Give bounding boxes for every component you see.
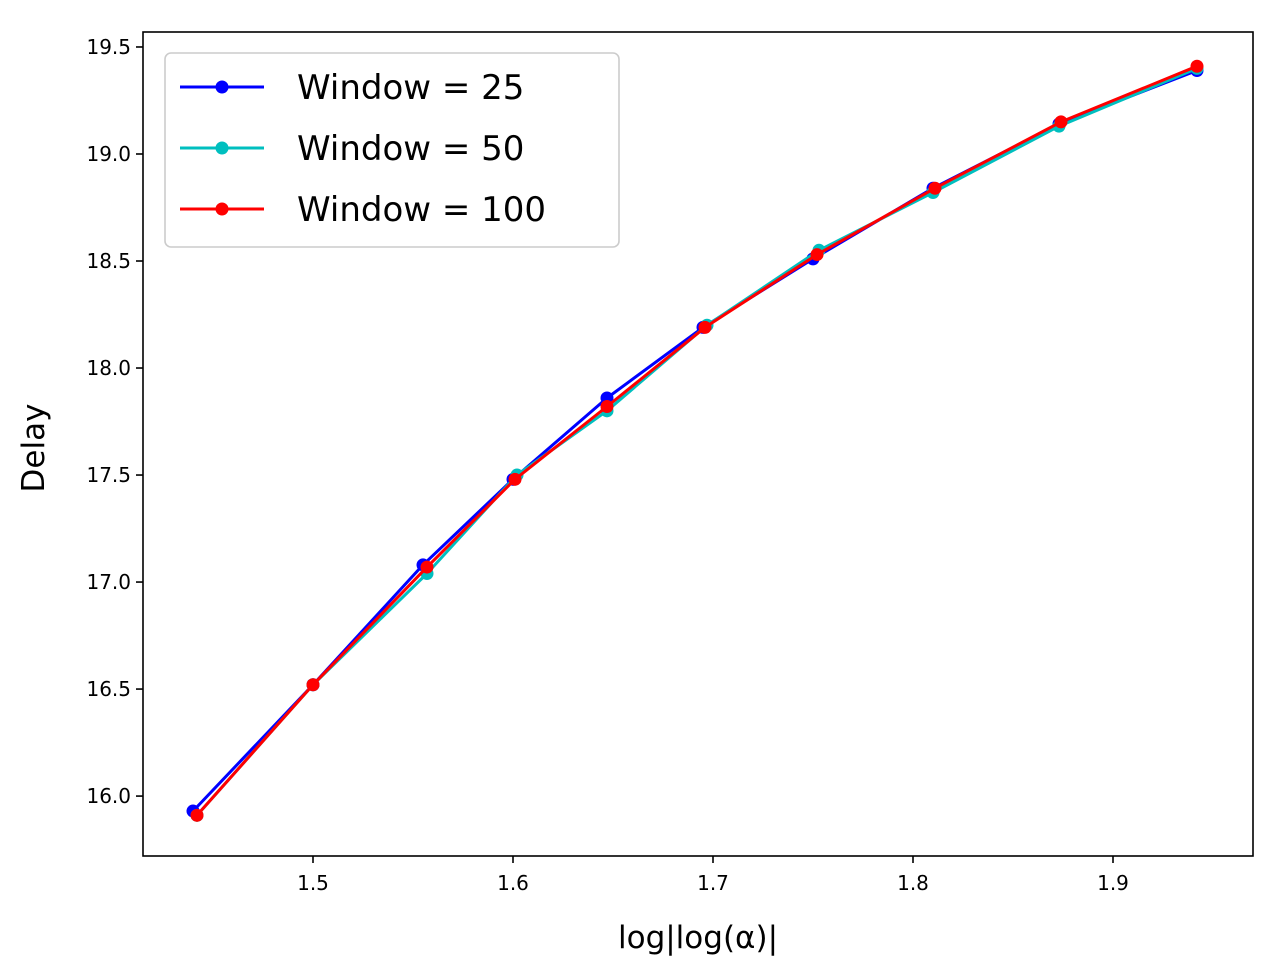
- series-3: [190, 59, 1204, 822]
- x-tick-label: 1.7: [697, 871, 729, 895]
- legend-entry: Window = 50: [180, 129, 524, 169]
- data-point: [1054, 115, 1068, 129]
- legend: Window = 25 Window = 50 Window = 100: [164, 52, 620, 248]
- legend-box: [164, 52, 620, 248]
- x-tick-label: 1.9: [1097, 871, 1129, 895]
- series-line: [195, 64, 1198, 817]
- y-axis-label: Delay: [16, 404, 52, 493]
- y-tick-label: 17.5: [86, 463, 131, 487]
- x-tick-label: 1.8: [897, 871, 929, 895]
- data-point: [420, 560, 434, 574]
- data-point: [508, 472, 522, 486]
- y-tick-label: 18.0: [86, 356, 131, 380]
- plot-layer: [186, 59, 1204, 822]
- legend-label: Window = 50: [297, 129, 524, 169]
- y-tick-label: 17.0: [86, 570, 131, 594]
- legend-label: Window = 25: [297, 68, 524, 108]
- x-axis-label: log|log(α)|: [618, 920, 778, 956]
- data-point: [600, 400, 614, 414]
- legend-entry: Window = 100: [180, 190, 546, 230]
- legend-marker: [215, 141, 229, 155]
- y-tick-label: 16.0: [86, 784, 131, 808]
- data-point: [190, 808, 204, 822]
- data-point: [810, 248, 824, 262]
- y-tick-label: 19.5: [86, 35, 131, 59]
- y-tick-label: 19.0: [86, 142, 131, 166]
- data-point: [928, 181, 942, 195]
- x-tick-label: 1.6: [497, 871, 529, 895]
- ticks-layer: 1.5 1.6 1.7 1.8 1.9 16.0 16.5 17.0 17.5 18.0 18.5 1…: [86, 35, 1128, 895]
- legend-entry: Window = 25: [180, 68, 524, 108]
- x-tick-label: 1.5: [297, 871, 329, 895]
- plot-frame: [142, 31, 1254, 857]
- legend-marker: [215, 202, 229, 216]
- legend-label: Window = 100: [297, 190, 546, 230]
- y-tick-label: 18.5: [86, 249, 131, 273]
- data-point: [306, 678, 320, 692]
- legend-marker: [215, 80, 229, 94]
- data-point: [1190, 59, 1204, 73]
- data-point: [698, 320, 712, 334]
- y-tick-label: 16.5: [86, 677, 131, 701]
